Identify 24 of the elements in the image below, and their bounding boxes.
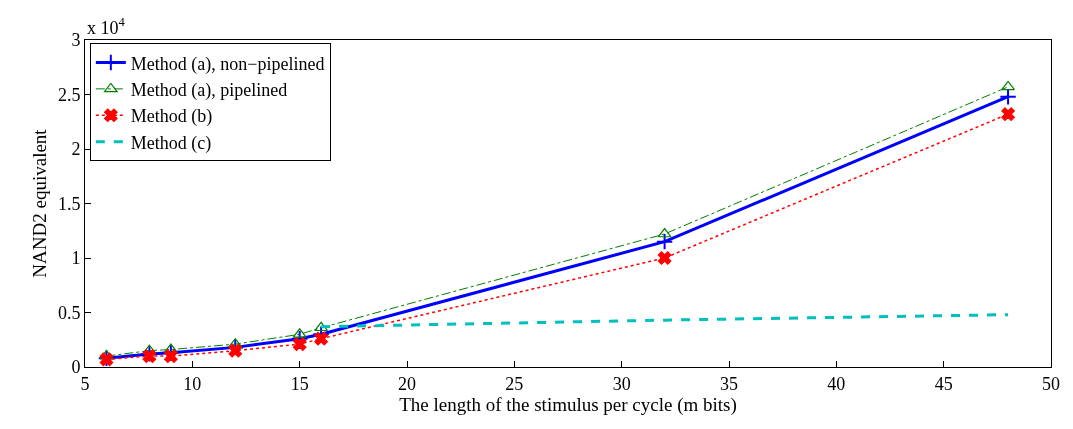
- legend-label: Method (a), non−pipelined: [130, 53, 325, 75]
- y-tick-label: 0: [71, 357, 81, 378]
- x-tick-label: 25: [505, 373, 524, 394]
- x-tick-label: 5: [80, 373, 90, 394]
- x-tick-label: 50: [1042, 373, 1060, 394]
- legend-label: Method (b): [130, 106, 213, 128]
- legend-label: Method (c): [130, 132, 212, 154]
- x-tick-label: 20: [398, 373, 416, 394]
- y-tick-label: 1.5: [57, 193, 81, 214]
- y-tick-label: 3: [71, 30, 81, 51]
- x-tick-label: 35: [720, 373, 738, 394]
- x-tick-label: 15: [290, 373, 309, 394]
- x-tick-label: 30: [612, 373, 631, 394]
- x-tick-label: 10: [183, 373, 202, 394]
- legend-label: Method (a), pipelined: [130, 79, 288, 101]
- y-tick-label: 2: [71, 139, 81, 160]
- x-axis-title: The length of the stimulus per cycle (m bits): [399, 393, 737, 416]
- text: x 10$^{4}$: [87, 15, 126, 38]
- x-tick-label: 45: [934, 373, 953, 394]
- x-tick-label: 40: [827, 373, 846, 394]
- y-tick-label: 0.5: [57, 302, 81, 323]
- y-tick-label: 2.5: [57, 84, 81, 105]
- y-axis-title: NAND2 equivalent: [28, 128, 50, 278]
- y-tick-label: 1: [71, 248, 81, 269]
